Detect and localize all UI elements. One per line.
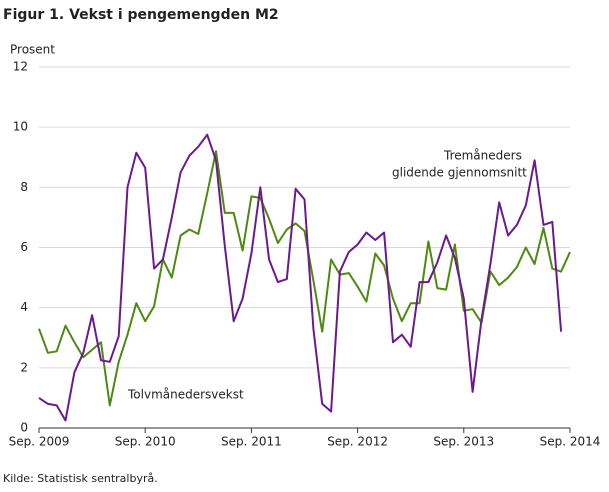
source: Kilde: Statistisk sentralbyrå. [3,472,158,485]
annotation: glidende gjennomsnitt [392,166,527,180]
y-tick-label: 4 [20,300,28,314]
x-tick-label: Sep. 2010 [115,435,176,449]
x-tick-label: Sep. 2012 [327,435,388,449]
chart-title: Figur 1. Vekst i pengemengden M2 [3,7,279,23]
series-line [38,133,563,422]
y-tick-label: 6 [20,240,28,254]
x-tick-label: Sep. 2009 [9,435,70,449]
annotation: Tolvmånedersvekst [127,388,244,402]
x-tick-label: Sep. 2014 [540,435,601,449]
series-line [38,150,571,407]
y-tick-label: 8 [20,180,28,194]
x-tick-label: Sep. 2013 [433,435,494,449]
y-tick-label: 12 [13,60,28,74]
x-tick-label: Sep. 2011 [221,435,282,449]
y-tick-label: 2 [20,360,28,374]
annotation: Tremåneders [443,149,522,163]
y-tick-label: 0 [20,421,28,435]
y-tick-label: 10 [13,120,28,134]
y-axis-label: Prosent [10,43,55,57]
